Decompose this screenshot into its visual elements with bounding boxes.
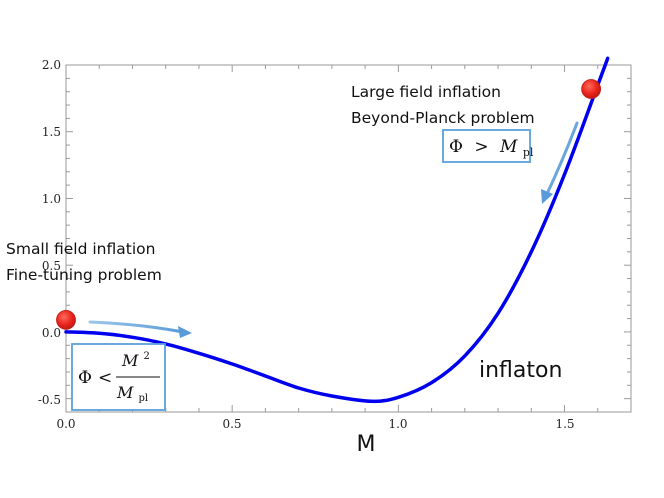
y-tick-label: 0.0	[42, 326, 61, 340]
y-tick-label: 0.5	[42, 259, 61, 273]
x-tick-label: 0.0	[56, 417, 75, 431]
phi-symbol: Φ	[449, 137, 463, 157]
small-field-phi: Φ	[78, 368, 92, 388]
y-tick-label: 1.5	[42, 125, 61, 139]
curve-label: inflaton	[479, 358, 562, 383]
m-symbol: M	[499, 137, 518, 157]
fraction-numerator: M 2	[121, 351, 150, 370]
axis-ticks	[65, 64, 632, 413]
large-field-label-line2: Beyond-Planck problem	[351, 109, 535, 127]
greater-symbol: >	[474, 137, 488, 157]
small-field-label-line2: Fine-tuning problem	[6, 266, 162, 284]
m-symbol: M	[116, 383, 134, 402]
large-field-label-line1: Large field inflation	[351, 83, 501, 101]
pl-subscript: pl	[523, 146, 534, 159]
x-tick-label: 1.0	[388, 417, 407, 431]
large-field-condition-box: Φ > M pl	[442, 129, 534, 163]
y-tick-label: 1.0	[42, 192, 61, 206]
small-field-condition-box: Φ < M 2 M pl	[71, 343, 166, 411]
large-field-condition: Φ > M pl	[449, 137, 534, 159]
x-tick-label: 1.5	[555, 417, 574, 431]
small-field-point	[56, 310, 76, 330]
large-field-arrow	[541, 121, 579, 204]
fraction-denominator: M pl	[116, 383, 148, 404]
small-field-arrow	[88, 320, 192, 338]
y-tick-label: 2.0	[42, 58, 61, 72]
squared-superscript: 2	[143, 351, 149, 362]
small-field-less: <	[98, 368, 112, 388]
y-tick-label: -0.5	[38, 393, 61, 407]
x-axis-label: M	[357, 432, 376, 457]
m-symbol: M	[121, 351, 139, 370]
pl-subscript: pl	[138, 393, 148, 404]
small-field-label-line1: Small field inflation	[6, 240, 155, 258]
large-field-point	[581, 79, 602, 99]
x-tick-label: 0.5	[222, 417, 241, 431]
